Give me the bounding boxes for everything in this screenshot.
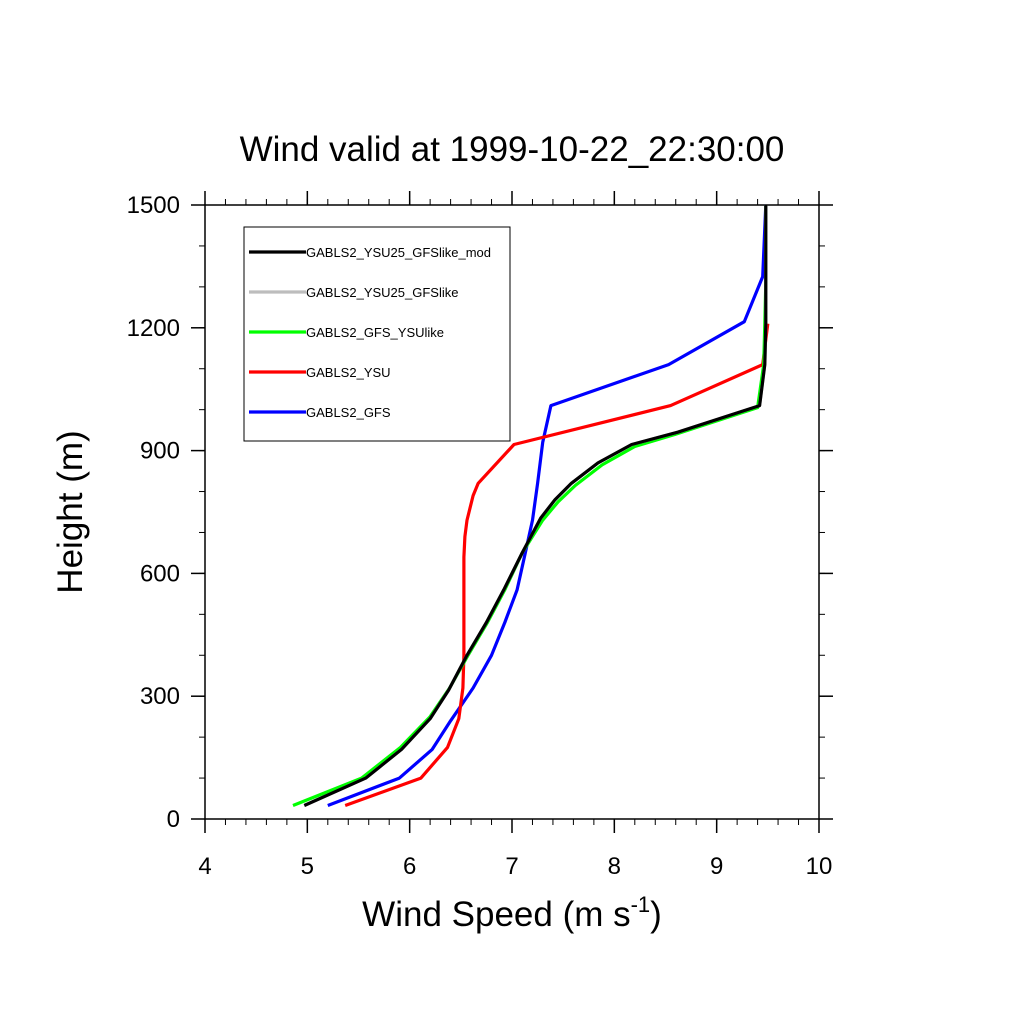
plot-series — [292, 204, 770, 808]
legend-label: GABLS2_YSU25_GFSlike_mod — [306, 245, 491, 260]
legend: GABLS2_YSU25_GFSlike_mod GABLS2_YSU25_GFS… — [243, 226, 511, 442]
y-axis-label: Height (m) — [51, 430, 90, 593]
chart-title: Wind valid at 1999-10-22_22:30:00 — [240, 130, 785, 169]
x-tick-label: 8 — [608, 853, 621, 880]
x-tick-label: 5 — [301, 853, 314, 880]
x-axis-label-main: Wind Speed (m s — [362, 895, 630, 934]
x-tick-label: 10 — [806, 853, 833, 880]
y-tick-label: 900 — [140, 438, 180, 465]
series-line — [344, 323, 770, 808]
legend-label: GABLS2_YSU25_GFSlike — [306, 285, 458, 300]
legend-label: GABLS2_GFS — [306, 405, 391, 420]
x-axis-label: Wind Speed (m s-1) — [362, 892, 662, 934]
y-tick-label: 600 — [140, 560, 180, 587]
y-tick-label: 300 — [140, 683, 180, 710]
series-line — [303, 205, 768, 807]
x-tick-label: 9 — [710, 853, 723, 880]
x-tick-label: 7 — [505, 853, 518, 880]
legend-box — [243, 226, 511, 442]
x-axis-label-superscript: -1 — [631, 892, 651, 917]
x-axis-label-close: ) — [650, 895, 662, 934]
series-line — [327, 204, 768, 807]
y-tick-label: 1500 — [127, 192, 180, 219]
x-tick-label: 4 — [198, 853, 211, 880]
plot-axes: 4 5 6 7 8 9 10 0 300 600 900 1200 1500 — [127, 191, 833, 880]
y-tick-label: 0 — [167, 806, 180, 833]
x-tick-label: 6 — [403, 853, 416, 880]
y-tick-label: 1200 — [127, 315, 180, 342]
legend-label: GABLS2_YSU — [306, 365, 391, 380]
legend-label: GABLS2_GFS_YSUlike — [306, 325, 444, 340]
